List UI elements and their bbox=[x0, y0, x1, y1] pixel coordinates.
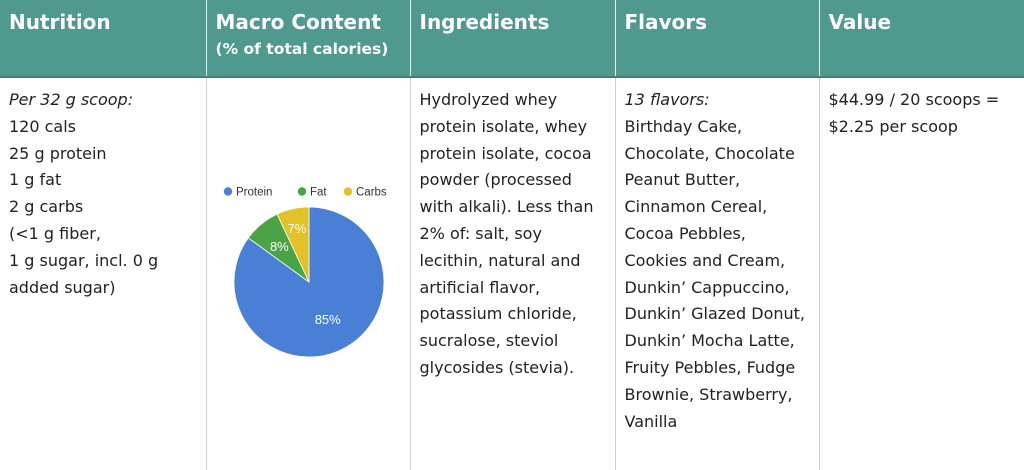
nutrition-line: added sugar) bbox=[9, 277, 116, 297]
table-header-row: Nutrition Macro Content (% of total calo… bbox=[0, 0, 1024, 78]
header-macro-title: Macro Content bbox=[215, 10, 381, 34]
nutrition-line: 1 g sugar, incl. 0 g bbox=[9, 250, 159, 270]
pie-label-carbs: 7% bbox=[287, 221, 306, 236]
header-nutrition: Nutrition bbox=[0, 0, 207, 78]
macro-chart-cell: Protein Fat Carbs 85% 8% 7% bbox=[206, 77, 411, 470]
flavors-list: Birthday Cake, Chocolate, Chocolate Pean… bbox=[624, 116, 806, 431]
flavors-count: 13 flavors: bbox=[624, 90, 710, 109]
pie-label-protein: 85% bbox=[314, 312, 340, 327]
header-ingredients: Ingredients bbox=[410, 0, 616, 78]
legend-label-carbs: Carbs bbox=[356, 187, 387, 199]
header-value-label: Value bbox=[828, 10, 892, 34]
pie-label-fat: 8% bbox=[269, 239, 288, 254]
value-text: $44.99 / 20 scoops = $2.25 per scoop bbox=[828, 90, 1000, 136]
nutrition-line: (<1 g fiber, bbox=[9, 223, 101, 243]
value-cell: $44.99 / 20 scoops = $2.25 per scoop bbox=[819, 77, 1024, 470]
nutrition-line: 25 g protein bbox=[9, 143, 107, 163]
nutrition-line: 120 cals bbox=[9, 116, 77, 136]
legend-swatch-fat bbox=[297, 187, 306, 196]
header-ingredients-label: Ingredients bbox=[419, 10, 550, 34]
nutrition-cell: Per 32 g scoop: 120 cals 25 g protein 1 … bbox=[0, 77, 207, 470]
header-macro-subtitle: (% of total calories) bbox=[215, 40, 389, 58]
legend-label-protein: Protein bbox=[236, 187, 272, 199]
legend-label-fat: Fat bbox=[310, 187, 327, 199]
table-row: Per 32 g scoop: 120 cals 25 g protein 1 … bbox=[0, 77, 1024, 470]
nutrition-serving: Per 32 g scoop: bbox=[9, 90, 134, 109]
ingredients-text: Hydrolyzed whey protein isolate, whey pr… bbox=[419, 90, 594, 377]
legend-swatch-carbs bbox=[343, 187, 352, 196]
flavors-cell: 13 flavors: Birthday Cake, Chocolate, Ch… bbox=[615, 77, 820, 470]
header-flavors: Flavors bbox=[615, 0, 820, 78]
legend-swatch-protein bbox=[223, 187, 232, 196]
nutrition-line: 2 g carbs bbox=[9, 197, 84, 217]
header-nutrition-label: Nutrition bbox=[9, 10, 111, 34]
nutrition-line: 1 g fat bbox=[9, 170, 62, 190]
header-value: Value bbox=[819, 0, 1024, 78]
macro-pie-chart: Protein Fat Carbs 85% 8% 7% bbox=[223, 187, 387, 358]
header-flavors-label: Flavors bbox=[624, 10, 708, 34]
header-macro-content: Macro Content (% of total calories) bbox=[206, 0, 411, 78]
ingredients-cell: Hydrolyzed whey protein isolate, whey pr… bbox=[410, 77, 616, 470]
pie-slice-carbs bbox=[276, 206, 309, 283]
